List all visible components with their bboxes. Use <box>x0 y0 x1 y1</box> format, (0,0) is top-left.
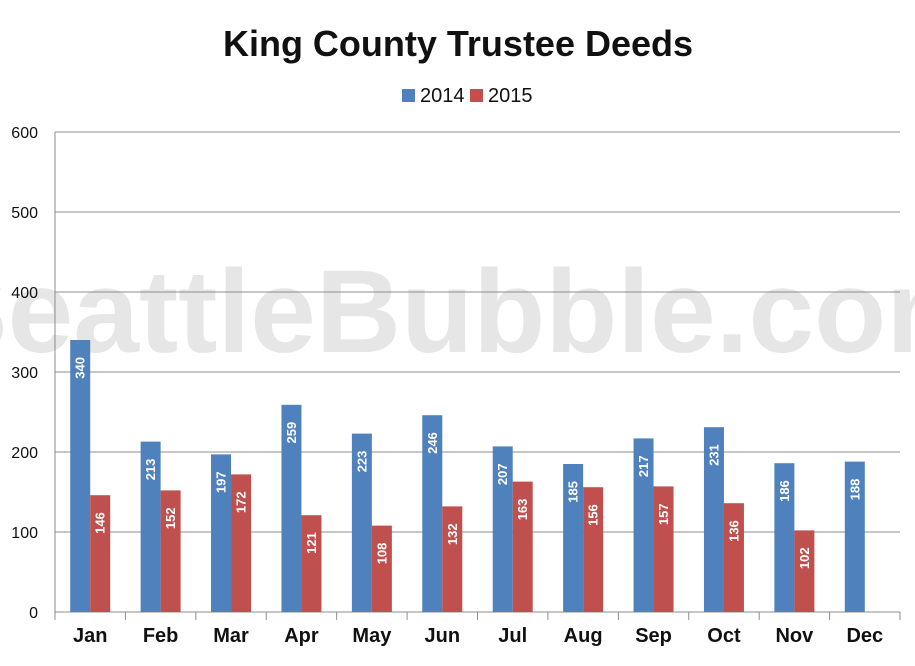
data-label: 146 <box>93 512 108 534</box>
y-tick-label: 400 <box>11 285 38 302</box>
y-tick-label: 300 <box>11 365 38 382</box>
bar-2015-sep <box>653 486 674 612</box>
data-label: 132 <box>445 523 460 545</box>
bar-2015-feb <box>160 490 181 612</box>
data-label: 340 <box>73 357 88 379</box>
y-tick-label: 500 <box>11 205 38 222</box>
bar-2015-oct <box>723 503 744 612</box>
bar-2014-nov <box>774 463 795 612</box>
legend-swatch-2014 <box>402 89 415 102</box>
bar-2014-jan <box>70 340 91 612</box>
bar-2014-feb <box>140 441 161 612</box>
x-tick-label: Jul <box>498 625 527 647</box>
data-label: 186 <box>777 480 792 502</box>
legend-swatch-2015 <box>470 89 483 102</box>
data-label: 152 <box>163 507 178 529</box>
bar-2014-dec <box>844 461 865 612</box>
data-label: 102 <box>797 547 812 569</box>
data-label: 231 <box>706 444 721 466</box>
x-tick-label: Apr <box>284 625 319 647</box>
x-tick-label: Jun <box>425 625 461 647</box>
x-tick-label: Dec <box>846 625 883 647</box>
plot-area: 0 100 200 300 400 500 600 Jan 340 146 Feb 213 152 Mar… <box>11 125 901 647</box>
chart-title: King County Trustee Deeds <box>223 23 693 64</box>
data-label: 108 <box>374 543 389 565</box>
bar-2015-apr <box>301 515 322 612</box>
data-label: 136 <box>726 520 741 542</box>
x-tick-label: Jan <box>73 625 107 647</box>
bar-2014-apr <box>281 404 302 612</box>
data-label: 217 <box>636 455 651 477</box>
bar-2014-sep <box>633 438 654 612</box>
bar-2015-jun <box>442 506 463 612</box>
y-tick-label: 0 <box>29 605 38 622</box>
legend-label-2014: 2014 <box>420 85 465 107</box>
data-label: 185 <box>566 481 581 503</box>
data-label: 259 <box>284 422 299 444</box>
data-label: 156 <box>586 504 601 526</box>
data-label: 246 <box>425 432 440 454</box>
bar-2014-oct <box>703 427 724 612</box>
y-tick-label: 100 <box>11 525 38 542</box>
bar-2015-nov <box>794 530 815 612</box>
data-label: 207 <box>495 463 510 485</box>
data-label: 157 <box>656 503 671 525</box>
x-tick-label: Oct <box>707 625 741 647</box>
legend-label-2015: 2015 <box>488 85 533 107</box>
data-label: 197 <box>214 471 229 493</box>
data-label: 188 <box>847 479 862 501</box>
bar-2014-jul <box>492 446 513 612</box>
x-tick-label: Feb <box>143 625 179 647</box>
bar-2015-aug <box>583 487 604 612</box>
data-label: 163 <box>515 499 530 521</box>
x-tick-label: Mar <box>213 625 249 647</box>
bar-2015-may <box>371 525 392 612</box>
y-tick-label: 600 <box>11 125 38 142</box>
bar-2014-jun <box>422 415 443 612</box>
data-label: 121 <box>304 532 319 554</box>
bar-2014-aug <box>563 464 584 612</box>
x-tick-label: May <box>352 625 392 647</box>
x-tick-label: Aug <box>564 625 603 647</box>
bar-2015-mar <box>231 474 252 612</box>
data-label: 223 <box>354 451 369 473</box>
legend: 2014 2015 <box>402 85 533 107</box>
data-label: 213 <box>143 459 158 481</box>
bar-2014-mar <box>211 454 232 612</box>
x-tick-label: Sep <box>635 625 672 647</box>
bar-2014-may <box>351 433 372 612</box>
watermark: SeattleBubble.com <box>0 246 915 378</box>
bar-2015-jan <box>90 495 111 612</box>
bar-2015-jul <box>512 481 533 612</box>
data-label: 172 <box>234 491 249 513</box>
x-tick-label: Nov <box>775 625 814 647</box>
y-tick-label: 200 <box>11 445 38 462</box>
